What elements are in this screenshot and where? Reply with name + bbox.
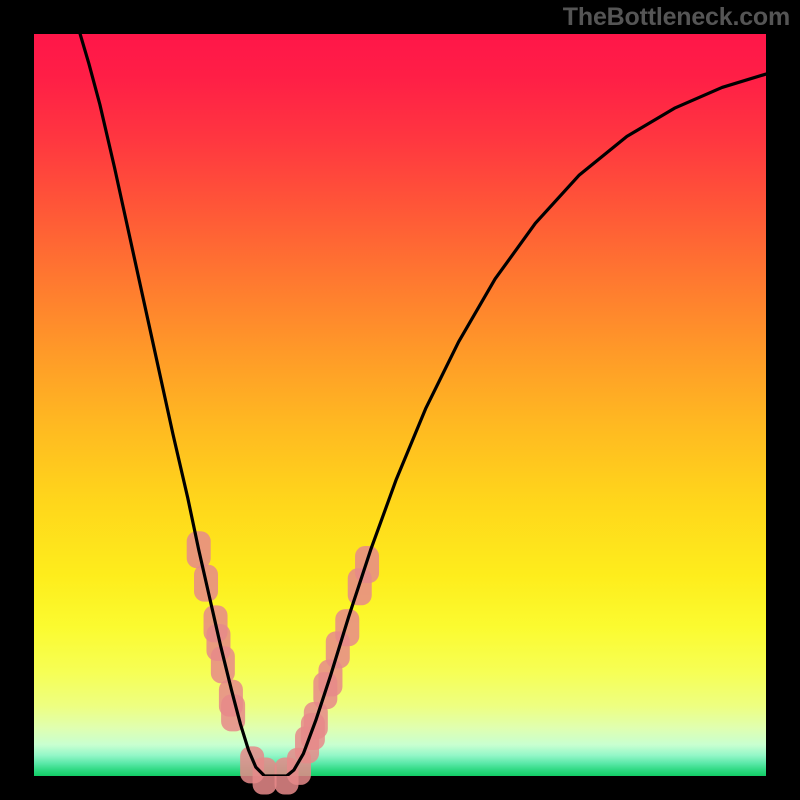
plot-svg xyxy=(34,34,766,776)
data-marker-right-6 xyxy=(335,609,359,646)
chart-frame: TheBottleneck.com xyxy=(0,0,800,800)
bottleneck-v-chart xyxy=(34,34,766,776)
gradient-background xyxy=(34,34,766,776)
watermark-text: TheBottleneck.com xyxy=(563,3,790,32)
